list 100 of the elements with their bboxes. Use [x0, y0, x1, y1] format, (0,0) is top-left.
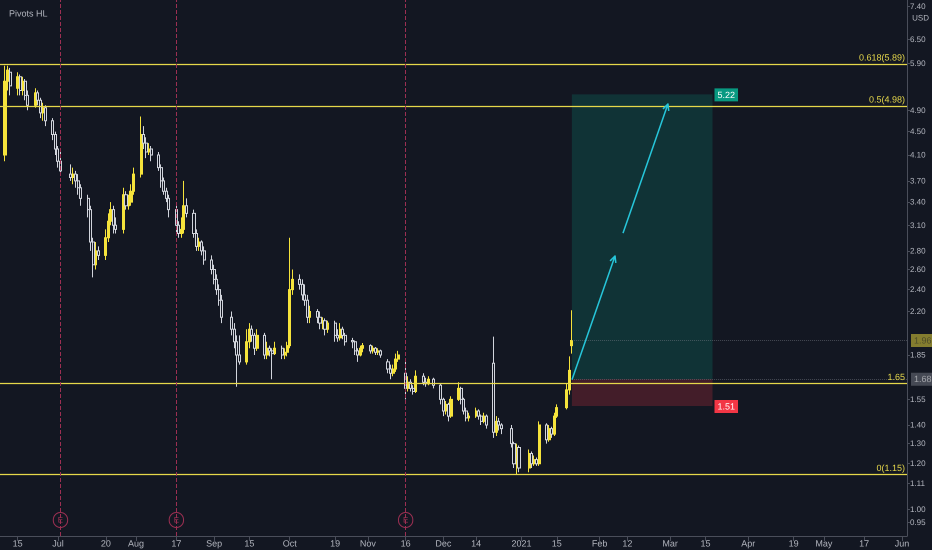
candlestick	[535, 457, 538, 466]
candlestick	[16, 72, 19, 96]
y-tick-label: 1.20	[910, 459, 926, 468]
candlestick	[112, 205, 115, 234]
candlestick	[140, 116, 143, 178]
candlestick	[374, 346, 377, 356]
candlestick	[147, 142, 150, 156]
y-tick-label: 1.55	[910, 394, 926, 404]
candlestick	[359, 345, 362, 357]
x-tick-label: Nov	[360, 538, 376, 548]
candlestick	[334, 320, 337, 342]
y-tick-label: 6.50	[910, 34, 926, 44]
ref-line-label: 0.5(4.98)	[868, 94, 905, 105]
candlestick	[124, 190, 128, 210]
y-tick-label: 1.40	[910, 420, 926, 430]
candlestick	[361, 342, 364, 353]
x-tick-label: Jun	[894, 538, 910, 548]
y-tick-label: 1.11	[910, 478, 926, 488]
candlestick	[185, 198, 188, 218]
x-tick-label: Aug	[128, 538, 144, 548]
x-tick-label: 17	[859, 538, 870, 548]
y-tick-label: 4.90	[910, 106, 926, 115]
x-tick-label: 12	[622, 538, 632, 548]
y-axis-title: USD	[912, 14, 930, 22]
x-tick-label: 20	[100, 538, 111, 548]
candlestick	[150, 146, 153, 162]
x-tick-label: 15	[552, 538, 562, 548]
y-tick-label: 2.80	[910, 246, 926, 256]
candlestick	[376, 348, 379, 356]
x-tick-label: 15	[12, 538, 23, 548]
candlestick	[97, 246, 100, 260]
ref-line-label: 0(1.15)	[876, 462, 905, 473]
y-tick-label: 1.85	[910, 350, 926, 360]
x-tick-label: Apr	[741, 538, 756, 548]
band-label: 1.51	[718, 401, 736, 412]
candlestick	[379, 349, 382, 358]
x-tick-label: May	[815, 538, 833, 548]
y-tick-label: 3.10	[910, 220, 926, 230]
x-tick-label: 19	[788, 538, 799, 548]
y-tick-label: 2.40	[910, 285, 926, 294]
y-tick-label: 0.95	[910, 518, 926, 527]
candlestick	[447, 402, 450, 422]
x-tick-label: 14	[471, 538, 482, 548]
x-tick-label: 16	[400, 538, 411, 548]
y-tick-label: 4.10	[910, 150, 926, 160]
annotation: 1.96	[914, 335, 932, 346]
candlestick	[371, 345, 374, 354]
x-tick-label: Mar	[662, 538, 678, 548]
x-tick-label: Oct	[282, 538, 298, 548]
x-tick-label: Sep	[206, 538, 222, 548]
candlestick	[266, 341, 269, 360]
band-label: 5.22	[718, 90, 736, 100]
candlestick	[480, 414, 483, 426]
x-tick-label: 15	[244, 538, 254, 548]
candlestick	[394, 353, 397, 372]
candlestick	[339, 322, 342, 341]
x-tick-label: 17	[171, 538, 182, 548]
candlestick	[308, 305, 311, 324]
candlestick	[182, 180, 185, 234]
x-tick-label: Feb	[592, 538, 608, 548]
candlestick	[19, 74, 22, 96]
y-tick-label: 7.40	[910, 2, 926, 12]
annotation: 1.68	[914, 374, 932, 384]
x-tick-label: Dec	[435, 538, 452, 548]
candlestick	[548, 424, 551, 442]
x-tick-label: 19	[330, 538, 340, 548]
candlestick	[414, 370, 417, 394]
candlestick	[497, 417, 500, 431]
x-tick-label: 15	[700, 538, 710, 548]
candlestick	[457, 382, 460, 402]
candlestick	[570, 310, 573, 354]
y-tick-label: 5.90	[910, 59, 926, 68]
candlestick	[467, 412, 470, 422]
candlestick	[3, 65, 7, 162]
candlestick	[281, 345, 284, 360]
candlestick	[538, 420, 541, 466]
y-tick-label: 4.50	[910, 127, 926, 136]
candlestick	[550, 426, 553, 438]
candlestick	[263, 332, 266, 360]
x-tick-label: 2021	[512, 538, 532, 548]
candlestick	[485, 414, 488, 430]
y-tick-label: 1.00	[910, 505, 926, 514]
candlestick	[122, 187, 125, 234]
candlestick	[44, 104, 47, 127]
y-tick-label: 1.30	[910, 439, 926, 448]
y-tick-label: 3.70	[910, 176, 926, 186]
candlestick	[273, 341, 276, 356]
ref-line-label: 1.65	[887, 372, 905, 382]
y-tick-label: 3.40	[910, 198, 926, 207]
candlestick	[41, 102, 44, 122]
candlestick	[492, 336, 495, 438]
candlestick	[422, 372, 425, 386]
candlestick	[9, 67, 12, 96]
text: Pivots HL	[9, 8, 48, 18]
y-tick-label: 2.60	[910, 264, 926, 274]
candlestick	[495, 416, 498, 437]
candlestick	[530, 450, 533, 468]
y-tick-label: 2.20	[910, 306, 926, 316]
x-tick-label: Jul	[52, 538, 64, 548]
ref-line-label: 0.618(5.89)	[858, 52, 905, 63]
